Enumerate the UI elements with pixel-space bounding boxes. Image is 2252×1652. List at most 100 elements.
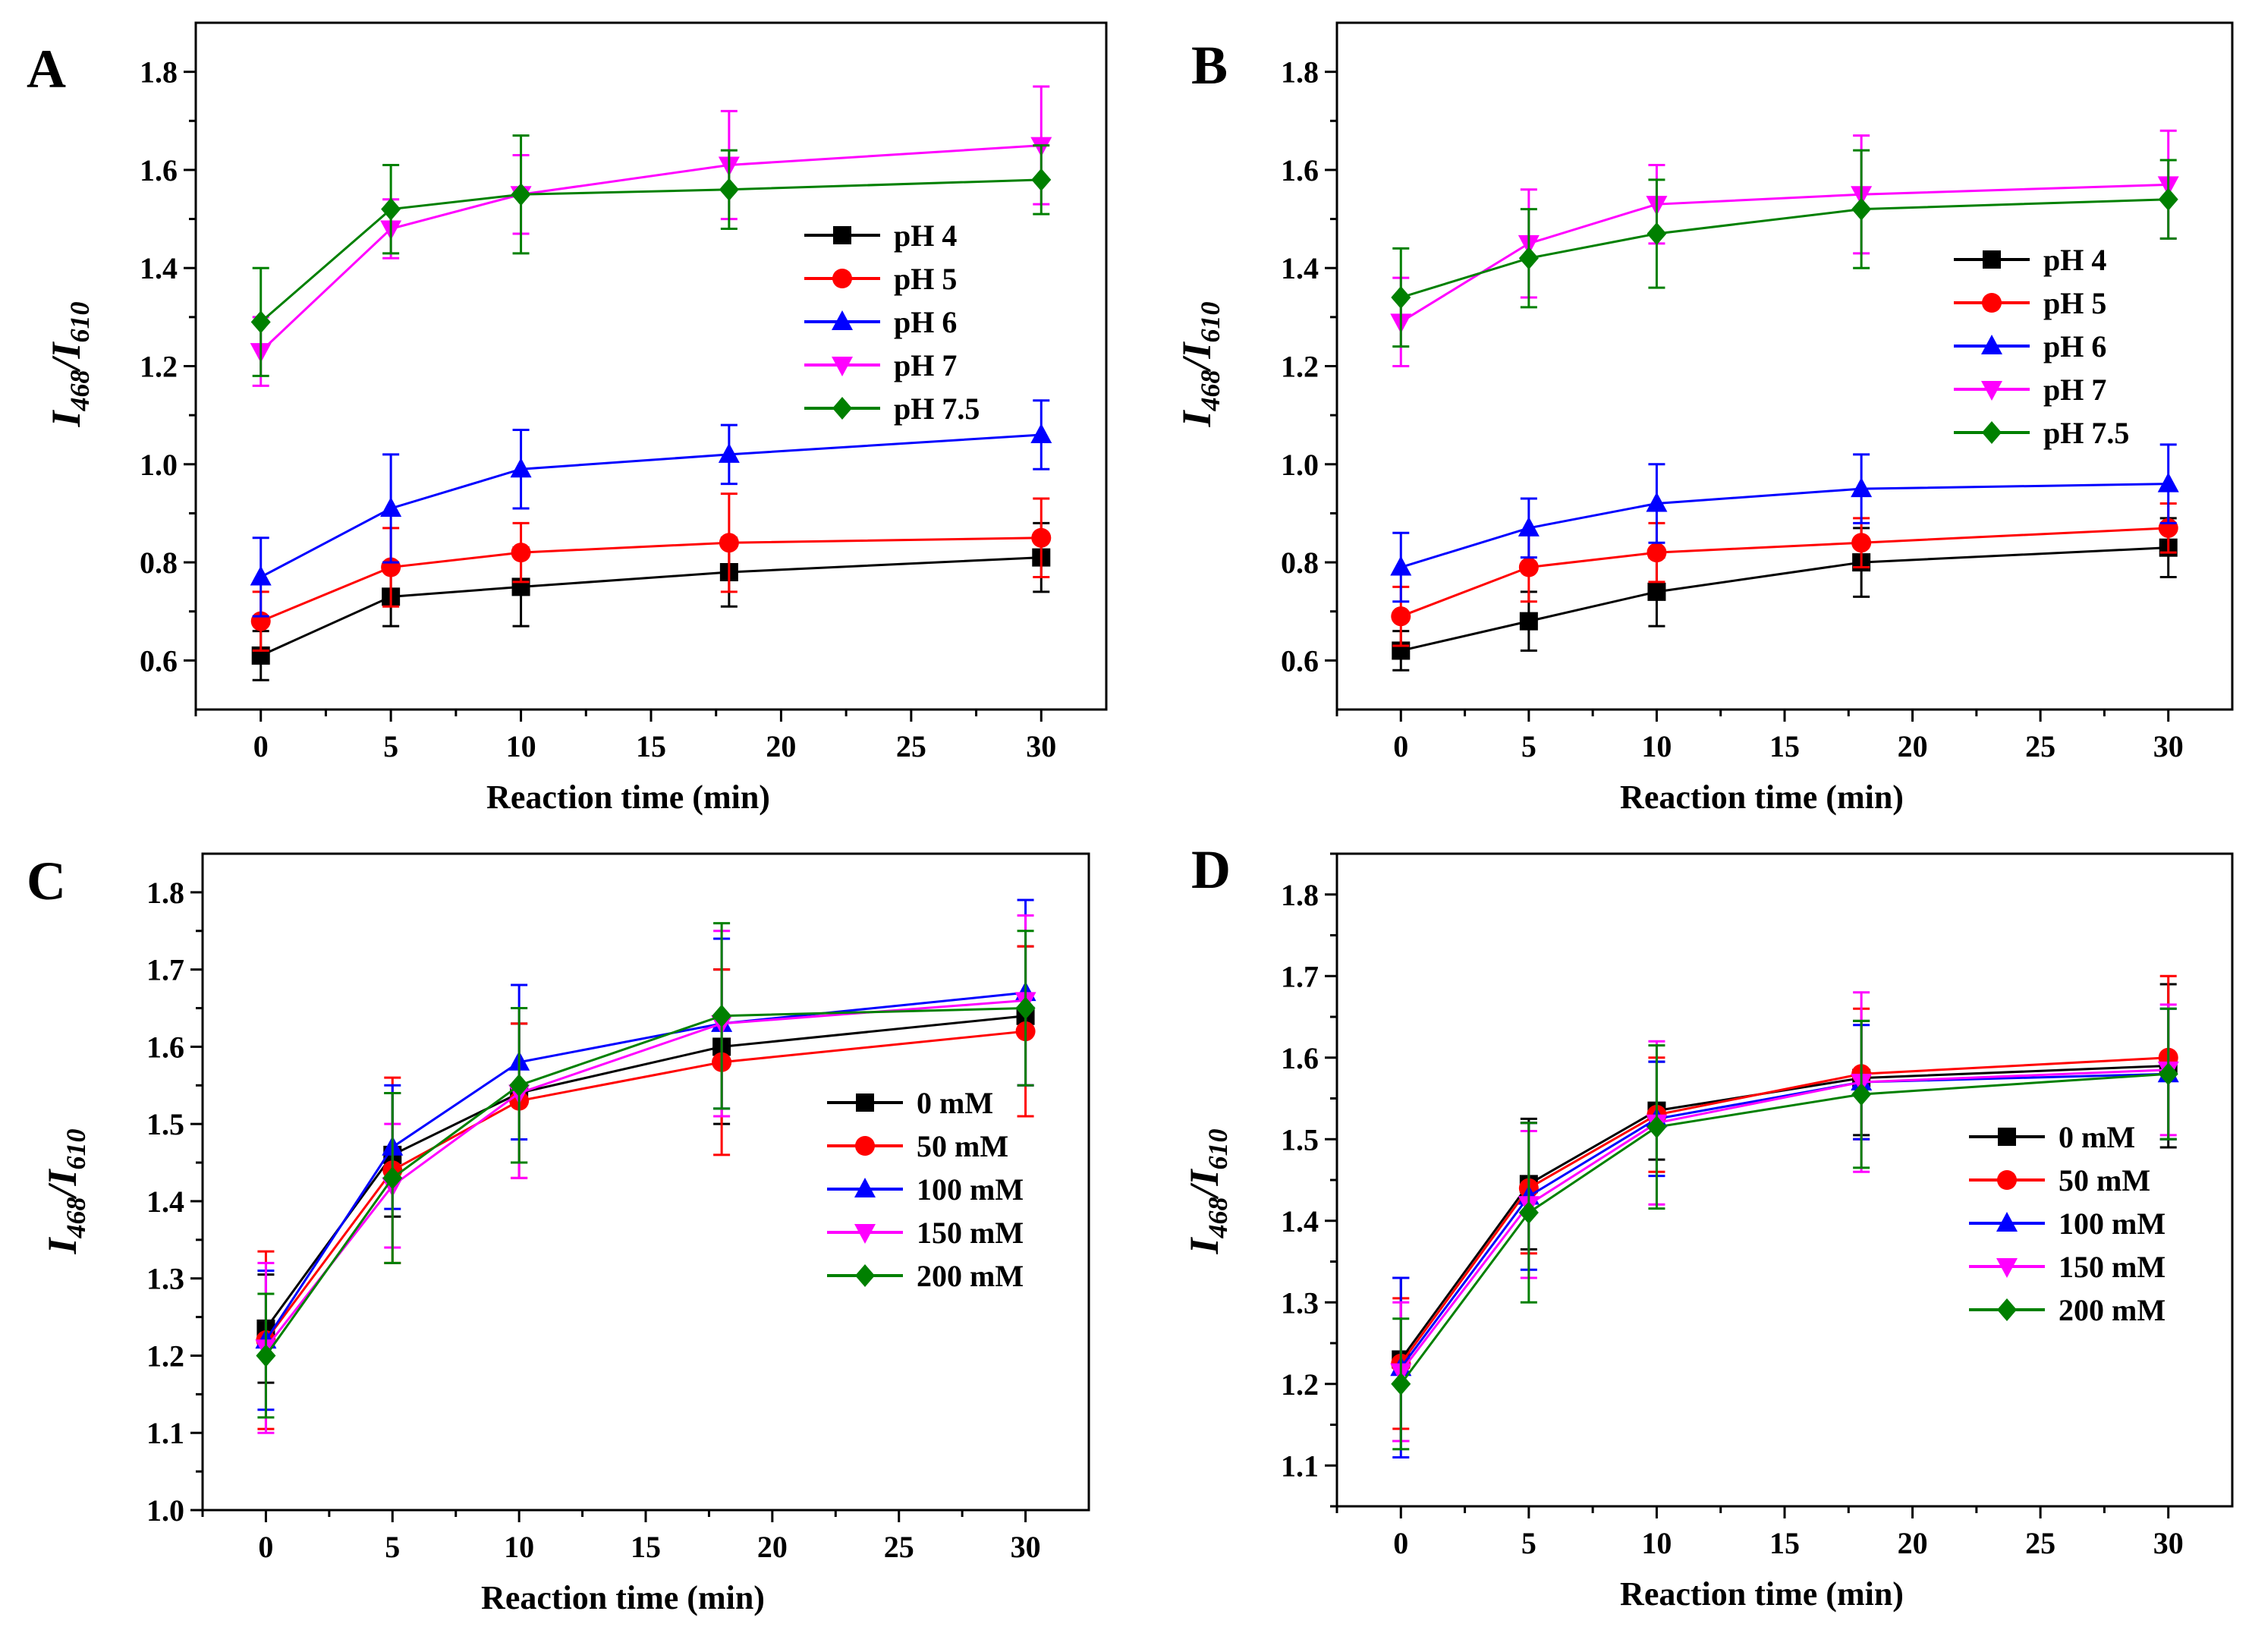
y-tick-label-d: 1.8 xyxy=(1281,878,1319,912)
legend-label-d-0: 0 mM xyxy=(2059,1120,2135,1154)
y-tick-label-c: 1.5 xyxy=(146,1107,184,1141)
x-tick-label-a: 20 xyxy=(766,729,796,763)
data-point-c-4 xyxy=(1015,996,1036,1020)
data-point-b-1 xyxy=(1647,543,1667,563)
data-point-b-4 xyxy=(2158,187,2178,211)
y-tick-label-c: 1.3 xyxy=(146,1262,184,1296)
y-axis-label-part-d: /I xyxy=(1181,1169,1227,1200)
legend-marker-d-0 xyxy=(1998,1128,2016,1146)
x-axis-label-c: Reaction time (min) xyxy=(481,1579,765,1616)
legend-label-d-4: 200 mM xyxy=(2059,1293,2166,1327)
y-axis-label-part-c: I xyxy=(39,1237,85,1255)
y-tick-label-a: 1.6 xyxy=(140,153,178,187)
x-tick-label-a: 0 xyxy=(253,729,269,763)
data-point-a-2 xyxy=(718,442,740,463)
legend-marker-c-3 xyxy=(854,1224,876,1244)
x-tick-label-c: 25 xyxy=(884,1530,914,1564)
x-tick-label-b: 10 xyxy=(1641,729,1672,763)
data-point-b-0 xyxy=(1647,582,1666,601)
series-line-c-1 xyxy=(265,1030,1026,1342)
x-axis-label-a: Reaction time (min) xyxy=(486,779,770,816)
data-point-b-1 xyxy=(1518,557,1539,577)
x-tick-label-a: 30 xyxy=(1026,729,1056,763)
y-tick-label-a: 1.0 xyxy=(140,448,178,482)
series-line-d-4 xyxy=(1400,1072,2169,1385)
series-a-4 xyxy=(250,134,1052,377)
x-axis-label-d: Reaction time (min) xyxy=(1620,1575,1904,1613)
x-tick-label-d: 0 xyxy=(1393,1526,1408,1560)
y-axis-label-part-a: /I xyxy=(43,341,89,373)
y-tick-label-a: 1.4 xyxy=(140,251,178,285)
legend-label-d-2: 100 mM xyxy=(2059,1207,2166,1241)
legend-c: 0 mM 50 mM 100 mM 150 mM 200 mM xyxy=(827,1086,1024,1293)
legend-marker-d-4 xyxy=(1997,1298,2017,1321)
data-point-b-2 xyxy=(1518,516,1540,537)
y-tick-label-b: 1.0 xyxy=(1281,448,1319,482)
x-tick-label-b: 0 xyxy=(1393,729,1408,763)
series-b-0 xyxy=(1392,517,2178,672)
panel-d: D 0 5 10 15 20 25 30 1.1 1.2 1.3 1.4 1.5 1.6 1.7 1.8 Rea… xyxy=(1181,839,2234,1613)
series-c-4 xyxy=(256,922,1036,1419)
y-axis-label-part-b: I xyxy=(1174,410,1219,428)
legend-label-c-2: 100 mM xyxy=(917,1172,1024,1207)
legend-marker-d-1 xyxy=(1997,1170,2017,1190)
legend-label-b-1: pH 5 xyxy=(2043,286,2106,320)
data-point-a-4 xyxy=(511,183,531,206)
x-tick-label-a: 25 xyxy=(896,729,926,763)
x-tick-label-c: 5 xyxy=(385,1530,400,1564)
series-a-2 xyxy=(250,399,1052,618)
panel-a: A 0 5 10 15 20 25 30 0.6 0.8 1.0 1.2 1.4 1.6 1.8 Reacti… xyxy=(27,21,1108,816)
panel-c: C 0 5 10 15 20 25 30 1.0 1.1 1.2 1.3 1.4 1.5 1.6 1.7 1.8… xyxy=(27,851,1090,1616)
data-point-d-4 xyxy=(1518,1201,1539,1224)
x-tick-label-c: 0 xyxy=(258,1530,273,1564)
legend-label-b-3: pH 7 xyxy=(2043,373,2106,407)
panel-letter-b: B xyxy=(1191,35,1228,96)
y-tick-label-c: 1.1 xyxy=(146,1416,184,1450)
x-tick-label-b: 25 xyxy=(2025,729,2055,763)
legend-label-a-0: pH 4 xyxy=(894,219,957,253)
data-point-b-1 xyxy=(1391,606,1411,627)
y-tick-label-b: 1.4 xyxy=(1281,251,1319,285)
y-tick-label-b: 0.8 xyxy=(1281,546,1319,580)
legend-label-a-3: pH 7 xyxy=(894,348,957,382)
data-point-d-4 xyxy=(2158,1062,2178,1086)
legend-label-c-0: 0 mM xyxy=(917,1086,993,1120)
panel-letter-d: D xyxy=(1191,839,1231,900)
x-tick-label-c: 10 xyxy=(504,1530,534,1564)
y-tick-label-d: 1.2 xyxy=(1281,1367,1319,1402)
series-a-1 xyxy=(250,492,1052,652)
legend-marker-c-4 xyxy=(855,1264,875,1287)
x-tick-label-c: 30 xyxy=(1011,1530,1041,1564)
data-point-b-2 xyxy=(1646,492,1668,512)
legend-b: pH 4 pH 5 pH 6 pH 7 pH 7.5 xyxy=(1954,243,2129,450)
legend-marker-d-3 xyxy=(1996,1258,2018,1278)
data-point-b-1 xyxy=(1851,533,1872,553)
y-tick-label-c: 1.8 xyxy=(146,876,184,910)
series-line-a-2 xyxy=(260,433,1042,578)
data-point-c-4 xyxy=(712,1004,732,1027)
legend-label-a-4: pH 7.5 xyxy=(894,392,980,426)
y-tick-label-b: 1.8 xyxy=(1281,55,1319,90)
y-tick-label-d: 1.3 xyxy=(1281,1285,1319,1320)
y-axis-label-part-d: 610 xyxy=(1203,1128,1233,1169)
legend-marker-a-4 xyxy=(832,397,852,420)
y-axis-label-part-a: 468 xyxy=(64,370,95,412)
series-b-2 xyxy=(1390,443,2179,603)
x-tick-label-d: 20 xyxy=(1898,1526,1928,1560)
y-tick-label-c: 1.2 xyxy=(146,1339,184,1373)
series-line-b-1 xyxy=(1400,527,2169,618)
data-point-b-2 xyxy=(1851,477,1873,498)
legend-marker-c-0 xyxy=(856,1093,874,1112)
legend-marker-c-2 xyxy=(854,1178,876,1197)
data-point-b-4 xyxy=(1518,247,1539,270)
y-tick-label-c: 1.6 xyxy=(146,1030,184,1064)
x-tick-label-a: 5 xyxy=(383,729,398,763)
data-point-a-4 xyxy=(719,178,739,201)
x-tick-label-b: 30 xyxy=(2153,729,2184,763)
y-tick-label-d: 1.4 xyxy=(1281,1204,1319,1238)
legend-marker-b-4 xyxy=(1982,421,2002,444)
data-point-a-2 xyxy=(250,565,272,586)
plot-frame-b xyxy=(1335,21,2234,711)
data-point-a-1 xyxy=(719,533,739,553)
